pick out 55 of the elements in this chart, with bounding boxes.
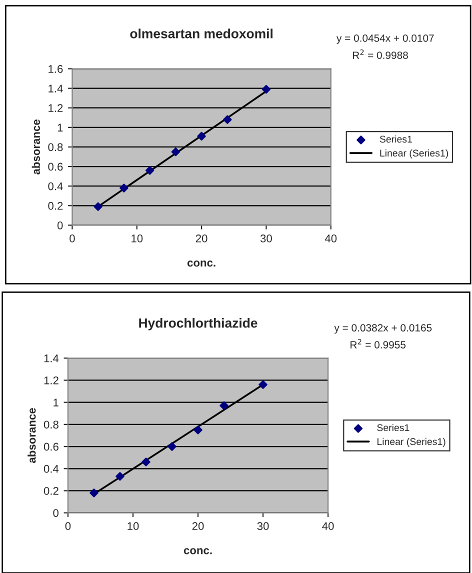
point xyxy=(220,401,228,410)
chart-title: olmesartan medoxomil xyxy=(130,28,272,38)
x-tick-label: 40 xyxy=(324,234,337,242)
y-tick-label: 1 xyxy=(54,398,58,406)
point xyxy=(94,202,102,211)
legend-label: Series1 xyxy=(377,424,410,432)
x-tick-label: 0 xyxy=(65,522,71,530)
x-tick-label: 20 xyxy=(196,234,208,242)
y-tick-label: 0.4 xyxy=(44,464,59,473)
y-axis-title: absorance xyxy=(28,408,36,463)
x-tick-label: 0 xyxy=(70,234,75,242)
point xyxy=(171,147,180,156)
x-axis-title: conc. xyxy=(184,548,212,554)
chart-title: Hydrochlorthiazide xyxy=(139,318,258,330)
legend-label: Linear (Series1) xyxy=(380,149,448,158)
x-tick-label: 10 xyxy=(132,234,143,242)
legend-label: Linear (Series1) xyxy=(377,438,446,447)
y-tick-label: 0 xyxy=(53,509,59,517)
point xyxy=(194,426,202,434)
text: y = 0.0382x + 0.0165 xyxy=(334,324,432,334)
x-tick-label: 10 xyxy=(128,522,139,530)
x-tick-label: 30 xyxy=(260,234,272,242)
y-tick-label: 1.4 xyxy=(44,354,59,362)
y-tick-label: 1 xyxy=(58,124,63,132)
y-tick-label: 1.4 xyxy=(48,84,63,92)
y-tick-label: 0.4 xyxy=(48,182,63,190)
point xyxy=(120,184,128,192)
y-tick-label: 0.8 xyxy=(44,420,58,429)
point xyxy=(90,488,98,498)
point xyxy=(142,458,150,466)
x-axis-title: conc. xyxy=(187,260,216,267)
point xyxy=(145,166,154,175)
point xyxy=(223,115,232,124)
point xyxy=(262,84,271,94)
y-tick-label: 0 xyxy=(57,221,63,230)
legend-label: Series1 xyxy=(380,135,412,143)
y-tick-label: 1.6 xyxy=(48,65,63,73)
point xyxy=(197,132,206,141)
x-tick-label: 40 xyxy=(322,522,334,530)
y-tick-label: 1.2 xyxy=(48,104,63,112)
text: R$^{2}$ = 0.9955 xyxy=(350,338,406,348)
x-tick-label: 20 xyxy=(192,522,204,530)
y-tick-label: 0.2 xyxy=(44,487,58,495)
x-tick-label: 30 xyxy=(257,522,269,530)
point xyxy=(258,380,268,390)
y-axis-title: absorance xyxy=(32,120,40,174)
y-tick-label: 0.6 xyxy=(48,162,63,171)
text: R$^{2}$ = 0.9988 xyxy=(352,49,408,59)
y-tick-label: 0.6 xyxy=(44,442,58,451)
text: y = 0.0454x + 0.0107 xyxy=(336,34,434,44)
point xyxy=(168,442,176,451)
y-tick-label: 0.8 xyxy=(48,143,63,152)
point xyxy=(116,472,124,481)
y-tick-label: 0.2 xyxy=(48,202,63,210)
y-tick-label: 1.2 xyxy=(44,376,58,384)
